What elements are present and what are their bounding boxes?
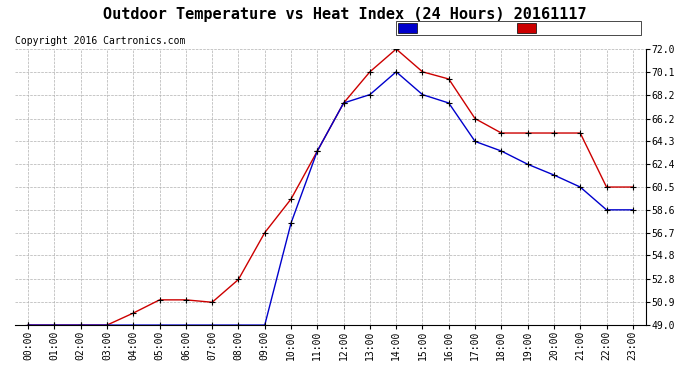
Text: Outdoor Temperature vs Heat Index (24 Hours) 20161117: Outdoor Temperature vs Heat Index (24 Ho… (104, 8, 586, 22)
Text: Copyright 2016 Cartronics.com: Copyright 2016 Cartronics.com (15, 36, 186, 46)
Legend: Heat Index  (°F), Temperature  (°F): Heat Index (°F), Temperature (°F) (395, 21, 641, 35)
